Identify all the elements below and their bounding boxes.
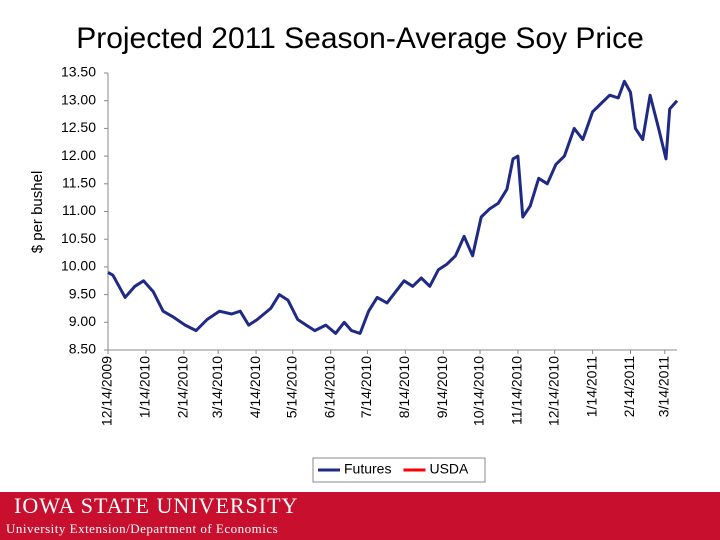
x-tick-label: 1/14/2011 xyxy=(583,356,599,417)
x-tick-label: 9/14/2010 xyxy=(434,356,450,418)
y-tick-label: 13.50 xyxy=(61,64,96,80)
footer-subtitle: University Extension/Department of Econo… xyxy=(6,521,278,536)
footer-banner xyxy=(0,492,720,540)
x-tick-label: 7/14/2010 xyxy=(358,356,374,418)
y-tick-label: 13.00 xyxy=(61,91,96,107)
x-tick-label: 3/14/2010 xyxy=(209,356,225,418)
legend-box xyxy=(312,457,486,483)
y-tick-label: 10.00 xyxy=(61,258,96,274)
footer-logo: IOWA STATE UNIVERSITY xyxy=(14,493,298,518)
x-tick-label: 3/14/2011 xyxy=(655,356,671,417)
y-tick-label: 12.00 xyxy=(61,147,96,163)
y-tick-label: 10.50 xyxy=(61,230,96,246)
y-axis-label: $ per bushel xyxy=(29,171,46,254)
x-tick-label: 12/14/2009 xyxy=(99,356,115,426)
legend-label: USDA xyxy=(429,461,469,477)
x-tick-label: 5/14/2010 xyxy=(283,356,299,418)
x-tick-label: 2/14/2010 xyxy=(175,356,191,418)
y-tick-label: 11.50 xyxy=(62,175,96,191)
legend-label: Futures xyxy=(344,461,391,477)
x-tick-label: 12/14/2010 xyxy=(545,356,561,426)
y-tick-label: 8.50 xyxy=(69,341,96,357)
y-tick-label: 12.50 xyxy=(61,119,96,135)
y-tick-label: 9.50 xyxy=(69,285,96,301)
y-tick-label: 11.00 xyxy=(62,202,96,218)
x-tick-label: 1/14/2010 xyxy=(137,356,153,418)
data-line xyxy=(107,79,679,335)
x-tick-label: 11/14/2010 xyxy=(509,356,525,425)
x-tick-label: 2/14/2011 xyxy=(621,356,637,417)
x-tick-label: 4/14/2010 xyxy=(247,356,263,418)
y-tick-label: 9.00 xyxy=(69,313,96,329)
x-tick-label: 8/14/2010 xyxy=(396,356,412,418)
x-tick-label: 10/14/2010 xyxy=(471,356,487,426)
chart-title: Projected 2011 Season-Average Soy Price xyxy=(76,22,644,55)
x-tick-label: 6/14/2010 xyxy=(321,356,337,418)
